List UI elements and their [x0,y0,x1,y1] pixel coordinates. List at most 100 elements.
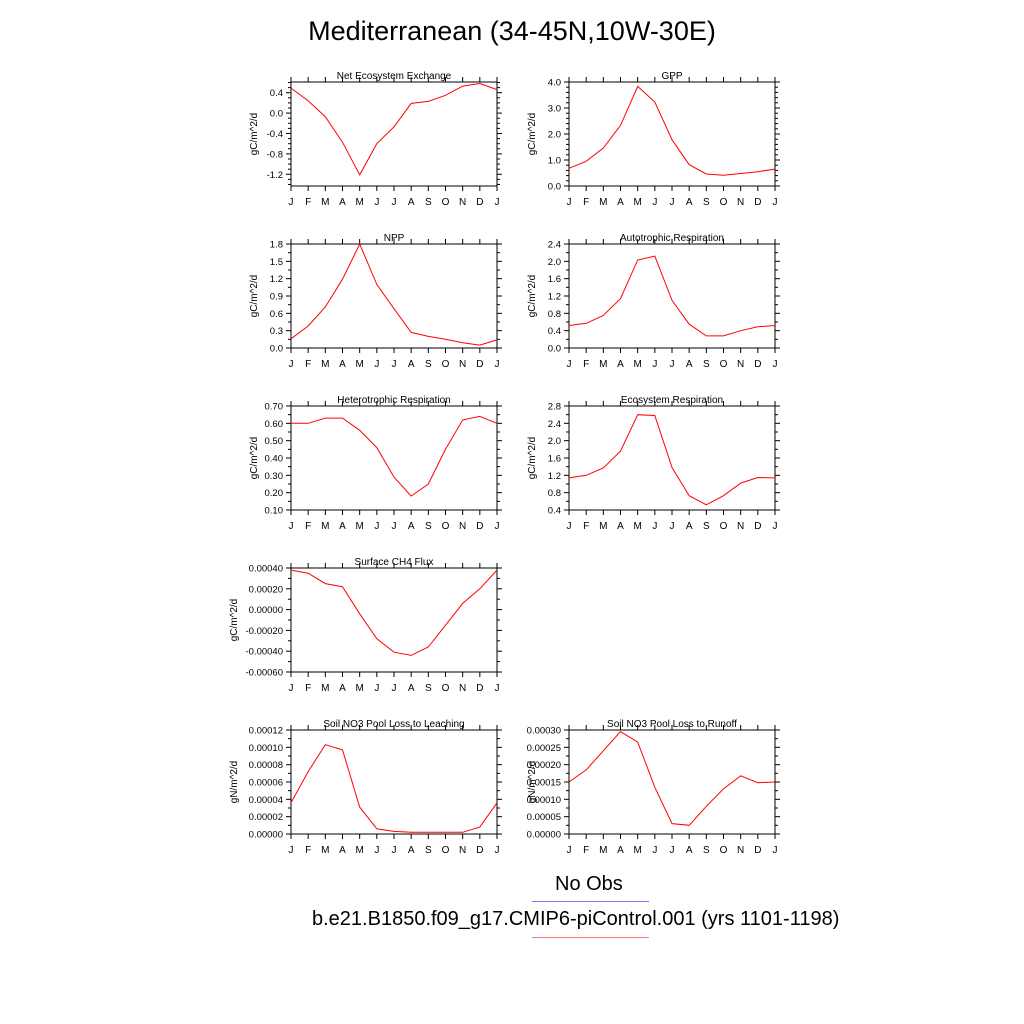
y-tick-label: 0.6 [270,309,283,320]
x-tick-label: A [617,359,624,370]
x-tick-label: A [339,683,346,694]
series-line [290,82,498,176]
x-tick-label: A [408,197,415,208]
x-tick-label: O [720,521,728,532]
panel-title: Soil NO3 Pool Loss to Runoff [607,719,737,730]
y-tick-label: 0.40 [265,454,284,465]
x-tick-label: J [652,359,657,370]
y-tick-label: 0.4 [548,326,561,337]
x-tick-label: J [495,359,500,370]
x-tick-label: A [617,521,624,532]
autotrophic-respiration-panel: Autotrophic Respiration 2.4 2.0 1.6 1.2 0.8 0.… [527,233,780,370]
y-tick-label: 0.00025 [527,743,561,754]
x-tick-label: M [599,359,607,370]
y-tick-label: 0.8 [548,309,561,320]
x-tick-label: D [754,197,761,208]
y-tick-label: 0.3 [270,326,283,337]
y-tick-label: 0.00006 [249,778,283,789]
series-line [568,255,776,337]
x-tick-label: A [408,521,415,532]
x-tick-label: A [686,845,693,856]
x-tick-label: O [442,359,450,370]
series-line [568,414,776,506]
x-tick-label: J [495,683,500,694]
y-tick-label: 0.00030 [527,726,561,737]
y-tick-label: 0.10 [265,506,284,517]
plot-frame [568,405,776,511]
page-title: Mediterranean (34-45N,10W-30E) [308,16,716,46]
x-tick-label: O [442,521,450,532]
y-tick-label: 0.50 [265,436,284,447]
panel-title: NPP [384,233,405,244]
panel-title: Surface CH4 Flux [355,557,434,568]
y-tick-label: -0.00060 [245,668,283,679]
x-tick-label: J [652,845,657,856]
plot-frame [290,729,498,835]
x-tick-label: F [583,359,589,370]
y-tick-label: 0.00002 [249,812,283,823]
y-tick-label: 2.0 [548,130,561,141]
y-tick-label: 0.00012 [249,726,283,737]
x-tick-label: N [737,359,744,370]
x-tick-label: J [773,197,778,208]
x-tick-label: S [425,845,432,856]
x-tick-label: J [374,845,379,856]
x-tick-label: M [633,845,641,856]
x-tick-label: N [459,197,466,208]
y-tick-label: 0.00008 [249,760,283,771]
plot-frame [290,405,498,511]
x-tick-label: M [633,359,641,370]
x-tick-label: M [633,197,641,208]
y-tick-label: 0.00015 [527,778,561,789]
y-axis-label: gC/m^2/d [527,437,538,480]
y-tick-label: 0.00000 [249,830,283,841]
x-tick-label: M [321,197,329,208]
x-tick-label: J [289,197,294,208]
x-tick-label: O [720,359,728,370]
x-tick-label: S [425,521,432,532]
plot-frame [290,567,498,673]
x-tick-label: F [583,845,589,856]
x-tick-label: M [355,521,363,532]
x-tick-label: N [459,521,466,532]
x-tick-label: J [392,197,397,208]
x-tick-label: J [374,683,379,694]
x-tick-label: N [737,197,744,208]
y-axis-label: gC/m^2/d [527,113,538,156]
legend-obs-label: No Obs [555,873,623,895]
x-tick-label: M [355,359,363,370]
y-tick-label: 0.8 [548,488,561,499]
x-tick-label: M [321,359,329,370]
x-tick-label: O [442,197,450,208]
x-tick-label: N [737,845,744,856]
x-tick-label: J [289,683,294,694]
x-tick-label: J [567,359,572,370]
panel-title: Net Ecosystem Exchange [337,71,452,82]
x-tick-label: A [408,845,415,856]
y-tick-label: 0.00000 [249,605,283,616]
y-tick-label: 3.0 [548,104,561,115]
x-tick-label: D [754,521,761,532]
y-tick-label: -0.00040 [245,647,283,658]
y-tick-label: 0.00040 [249,564,283,575]
y-tick-label: 0.00000 [527,830,561,841]
surface-ch4-flux-panel: Surface CH4 Flux 0.00040 0.00020 0.00000 -0.… [229,557,502,694]
x-tick-label: J [392,359,397,370]
x-tick-label: J [567,521,572,532]
x-tick-label: J [773,359,778,370]
y-tick-label: 1.8 [270,240,283,251]
y-tick-label: -0.8 [267,149,283,160]
y-tick-label: -0.4 [267,129,283,140]
x-tick-label: S [425,683,432,694]
y-tick-label: 0.20 [265,488,284,499]
x-tick-label: J [289,845,294,856]
x-tick-label: M [633,521,641,532]
y-tick-label: 1.5 [270,257,283,268]
x-tick-label: N [459,683,466,694]
x-tick-label: O [442,683,450,694]
y-tick-label: 2.4 [548,419,561,430]
x-tick-label: J [495,197,500,208]
y-tick-label: 0.0 [548,344,561,355]
